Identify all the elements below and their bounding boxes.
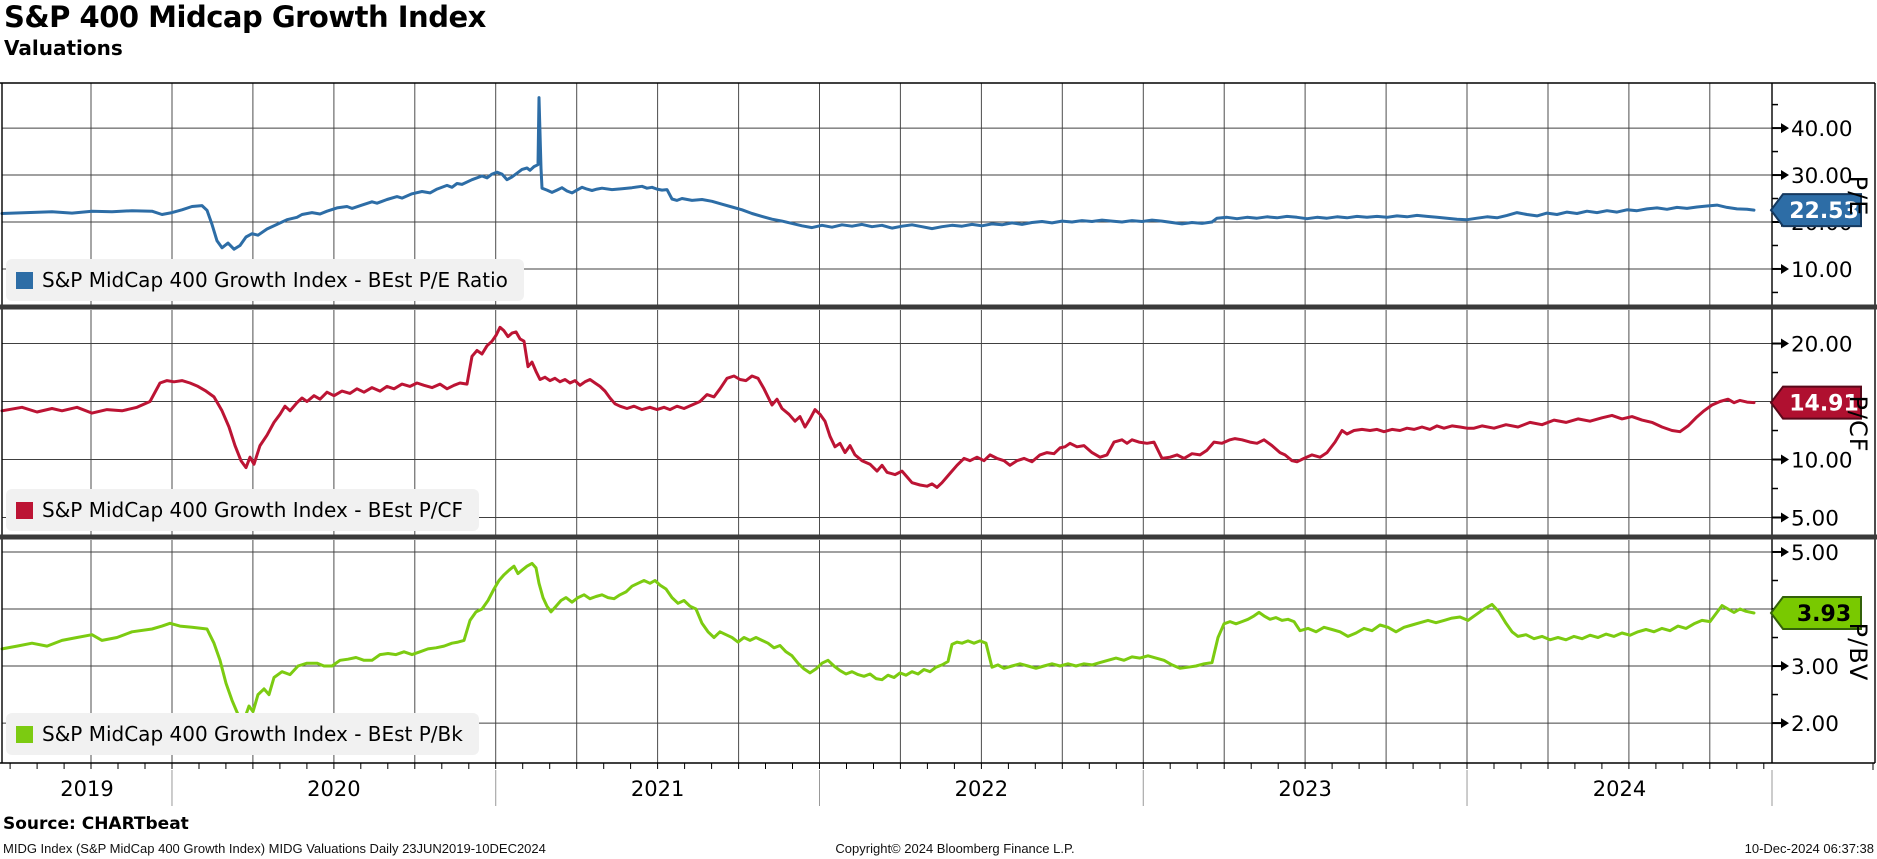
last-value-badge-label: 22.53 [1789, 199, 1859, 224]
x-year-label: 2022 [955, 777, 1008, 801]
y-axis-title-pbv: P/BV [1844, 622, 1872, 682]
y-tick-label: 5.00 [1791, 541, 1839, 566]
y-tick-arrow-icon [1781, 263, 1789, 274]
last-value-badge [1769, 193, 1862, 228]
x-year-label: 2024 [1593, 777, 1646, 801]
y-tick-label: 20.00 [1791, 333, 1853, 358]
timestamp-label: 10-Dec-2024 06:37:38 [1744, 841, 1874, 856]
y-tick-arrow-icon [1781, 170, 1789, 181]
y-tick-arrow-icon [1781, 338, 1789, 349]
source-label: Source: CHARTbeat [3, 814, 189, 834]
y-tick-label: 10.00 [1791, 449, 1853, 474]
y-tick-label: 3.00 [1791, 655, 1839, 680]
series-line-p-e [0, 96, 1756, 251]
panel-separator [0, 534, 1877, 540]
legend-pe-label: S&P MidCap 400 Growth Index - BEst P/E R… [42, 268, 508, 292]
x-year-label: 2023 [1278, 777, 1331, 801]
legend-pcf-label: S&P MidCap 400 Growth Index - BEst P/CF [42, 498, 464, 522]
series-line-p-cf [0, 325, 1756, 489]
y-axis-title-pe: P/E [1844, 175, 1872, 217]
y-tick-label: 30.00 [1791, 164, 1853, 189]
y-axis-title-pcf: P/CF [1844, 395, 1872, 453]
y-tick-label: 2.00 [1791, 712, 1839, 737]
page-title: S&P 400 Midcap Growth Index [4, 0, 486, 34]
y-tick-label: 40.00 [1791, 117, 1853, 142]
y-tick-arrow-icon [1781, 123, 1789, 134]
y-tick-arrow-icon [1781, 454, 1789, 465]
y-tick-arrow-icon [1781, 512, 1789, 523]
y-tick-arrow-icon [1781, 546, 1789, 557]
chart-meta-label: MIDG Index (S&P MidCap 400 Growth Index)… [3, 841, 546, 856]
y-tick-arrow-icon [1781, 718, 1789, 729]
page-subtitle: Valuations [4, 36, 123, 60]
x-year-label: 2021 [631, 777, 684, 801]
x-year-label: 2019 [60, 777, 113, 801]
copyright-label: Copyright© 2024 Bloomberg Finance L.P. [835, 841, 1075, 856]
y-tick-arrow-icon [1781, 661, 1789, 672]
last-value-badge-label: 3.93 [1797, 602, 1851, 627]
legend-pbk-label: S&P MidCap 400 Growth Index - BEst P/Bk [42, 722, 463, 746]
pcf-series-marker-icon [16, 501, 33, 519]
series-line-p-bv [0, 561, 1756, 722]
last-value-badge [1769, 385, 1862, 420]
legend-pcf[interactable]: S&P MidCap 400 Growth Index - BEst P/CF [6, 489, 480, 531]
panel-separator [0, 304, 1877, 310]
x-year-label: 2020 [307, 777, 360, 801]
pe-series-marker-icon [16, 271, 33, 289]
y-tick-label: 5.00 [1791, 507, 1839, 532]
legend-pe[interactable]: S&P MidCap 400 Growth Index - BEst P/E R… [6, 259, 524, 301]
legend-pbk[interactable]: S&P MidCap 400 Growth Index - BEst P/Bk [6, 713, 479, 755]
last-value-badge-label: 14.91 [1789, 392, 1859, 417]
y-tick-label: 10.00 [1791, 258, 1853, 283]
pbk-series-marker-icon [16, 725, 33, 743]
last-value-badge [1769, 596, 1862, 631]
